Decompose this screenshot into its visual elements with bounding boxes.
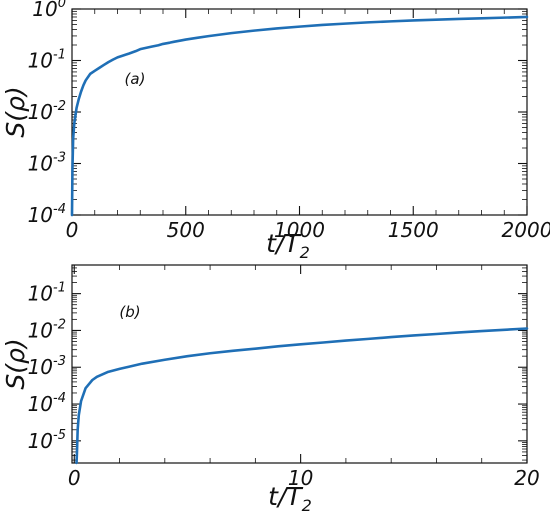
- y-tick-label: 10-4: [28, 391, 66, 416]
- panel-label: (b): [119, 303, 140, 321]
- series-line: [75, 327, 529, 465]
- x-tick-label: 10: [288, 466, 313, 490]
- y-tick-label: 10-3: [28, 151, 66, 176]
- x-axis-title: t/T2: [266, 229, 310, 262]
- y-tick-label: 10-2: [28, 99, 66, 124]
- panel-a: 0 500 1000 1500 2000 10-4 10-3 10-2 10-1 100 (a) t/…: [1, 0, 550, 262]
- y-tick-label: 10-4: [28, 202, 66, 227]
- y-axis-title: S(ρ): [1, 338, 30, 389]
- x-tick-label: 0: [68, 466, 81, 490]
- y-tick-label: 10-1: [28, 48, 66, 73]
- x-axis-title: t/T2: [268, 482, 312, 515]
- y-tick-label: 10-3: [28, 354, 66, 379]
- series-line: [70, 15, 529, 217]
- x-tick-label: 500: [167, 218, 205, 242]
- plot-frame: [71, 264, 528, 464]
- y-tick-label: 100: [32, 0, 66, 21]
- plot-frame: [71, 8, 528, 216]
- y-axis-title: S(ρ): [1, 86, 30, 137]
- y-tick-label: 10-5: [28, 428, 66, 453]
- y-tick-label: 10-1: [28, 281, 66, 306]
- panel-b: 0 10 20 10-5 10-4 10-3 10-2 10-1 (b) t/T2 S(ρ): [1, 264, 540, 515]
- x-tick-label: 20: [514, 466, 539, 490]
- x-tick-label: 0: [66, 218, 79, 242]
- y-tick-label: 10-2: [28, 317, 66, 342]
- x-tick-label: 1500: [388, 218, 439, 242]
- x-tick-label: 2000: [502, 218, 550, 242]
- panel-label: (a): [125, 70, 146, 88]
- x-tick-label: 1000: [274, 218, 325, 242]
